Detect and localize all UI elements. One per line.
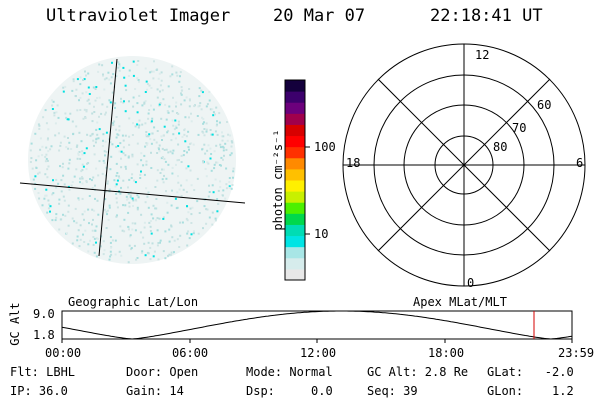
glat-status: GLat: -2.0: [487, 365, 574, 379]
colorbar-segment: [285, 246, 305, 259]
mlat-label-70: 70: [512, 121, 527, 135]
colorbar-label-10: 10: [314, 227, 329, 241]
colorbar-segment: [285, 113, 305, 125]
colorbar-segment: [285, 235, 305, 248]
x-tick-label-0600: 06:00: [172, 346, 209, 360]
mlt-label-0: 0: [467, 276, 475, 290]
colorbar-segment: [285, 91, 305, 103]
colorbar-segment: [285, 268, 305, 281]
mlat-label-60: 60: [537, 98, 552, 112]
date-label: 20 Mar 07: [273, 6, 366, 26]
colorbar-segment: [285, 168, 305, 181]
x-tick-label-2359: 23:59: [558, 346, 595, 360]
colorbar-segment: [285, 180, 305, 192]
mlat-label-80: 80: [493, 140, 508, 154]
uv-image-disk: [19, 56, 246, 264]
instrument-title: Ultraviolet Imager: [46, 6, 231, 26]
colorbar-segment: [285, 80, 305, 92]
polar-diagonal-2: [377, 78, 551, 252]
colorbar-segment: [285, 157, 305, 170]
geographic-meridian-line: [98, 58, 118, 257]
ip-status: IP: 36.0: [10, 384, 68, 398]
orbit-left-title: Geographic Lat/Lon: [68, 295, 199, 309]
colorbar-segment: [285, 135, 305, 148]
geographic-latitude-line: [19, 182, 246, 204]
orbit-right-title: Apex MLat/MLT: [413, 295, 507, 309]
disk-background: [28, 56, 236, 264]
colorbar: [285, 80, 305, 281]
glon-status: GLon: 1.2: [487, 384, 574, 398]
colorbar-segment: [285, 124, 305, 137]
mlt-label-12: 12: [475, 48, 490, 62]
time-label: 22:18:41 UT: [430, 6, 543, 26]
gain-status: Gain: 14: [126, 384, 184, 398]
colorbar-frame: [284, 79, 306, 281]
colorbar-label-100: 100: [314, 140, 336, 154]
colorbar-segment: [285, 202, 305, 214]
x-tick-label-0000: 00:00: [45, 346, 82, 360]
colorbar-segment: [285, 191, 305, 203]
disk-speckles: [29, 60, 235, 264]
filter-status: Flt: LBHL: [10, 365, 76, 379]
colorbar-segment: [285, 146, 305, 159]
gc-alt-axis-label: GC Alt: [8, 302, 22, 346]
dsp-status: Dsp: 0.0: [246, 384, 333, 398]
orbit-frame: [61, 310, 573, 340]
colorbar-segment: [285, 102, 305, 114]
mode-status: Mode: Normal: [246, 365, 333, 379]
gc-alt-status: GC Alt: 2.8 Re: [367, 365, 469, 379]
y-tick-label-1-8: 1.8: [33, 328, 55, 342]
mlt-label-18: 18: [346, 156, 361, 170]
colorbar-unit-label: photon cm⁻²s⁻¹: [271, 129, 285, 231]
x-tick-label-1800: 18:00: [428, 346, 465, 360]
polar-plot: [342, 43, 586, 287]
colorbar-segment: [285, 257, 305, 270]
orbit-altitude-curve: [61, 310, 573, 340]
colorbar-segment: [285, 213, 305, 225]
door-status: Door: Open: [126, 365, 199, 379]
y-tick-label-9: 9.0: [33, 307, 55, 321]
orbit-plot: [61, 310, 573, 343]
colorbar-segment: [285, 224, 305, 237]
mlt-label-6: 6: [576, 156, 584, 170]
seq-status: Seq: 39: [367, 384, 418, 398]
x-tick-label-1200: 12:00: [300, 346, 337, 360]
